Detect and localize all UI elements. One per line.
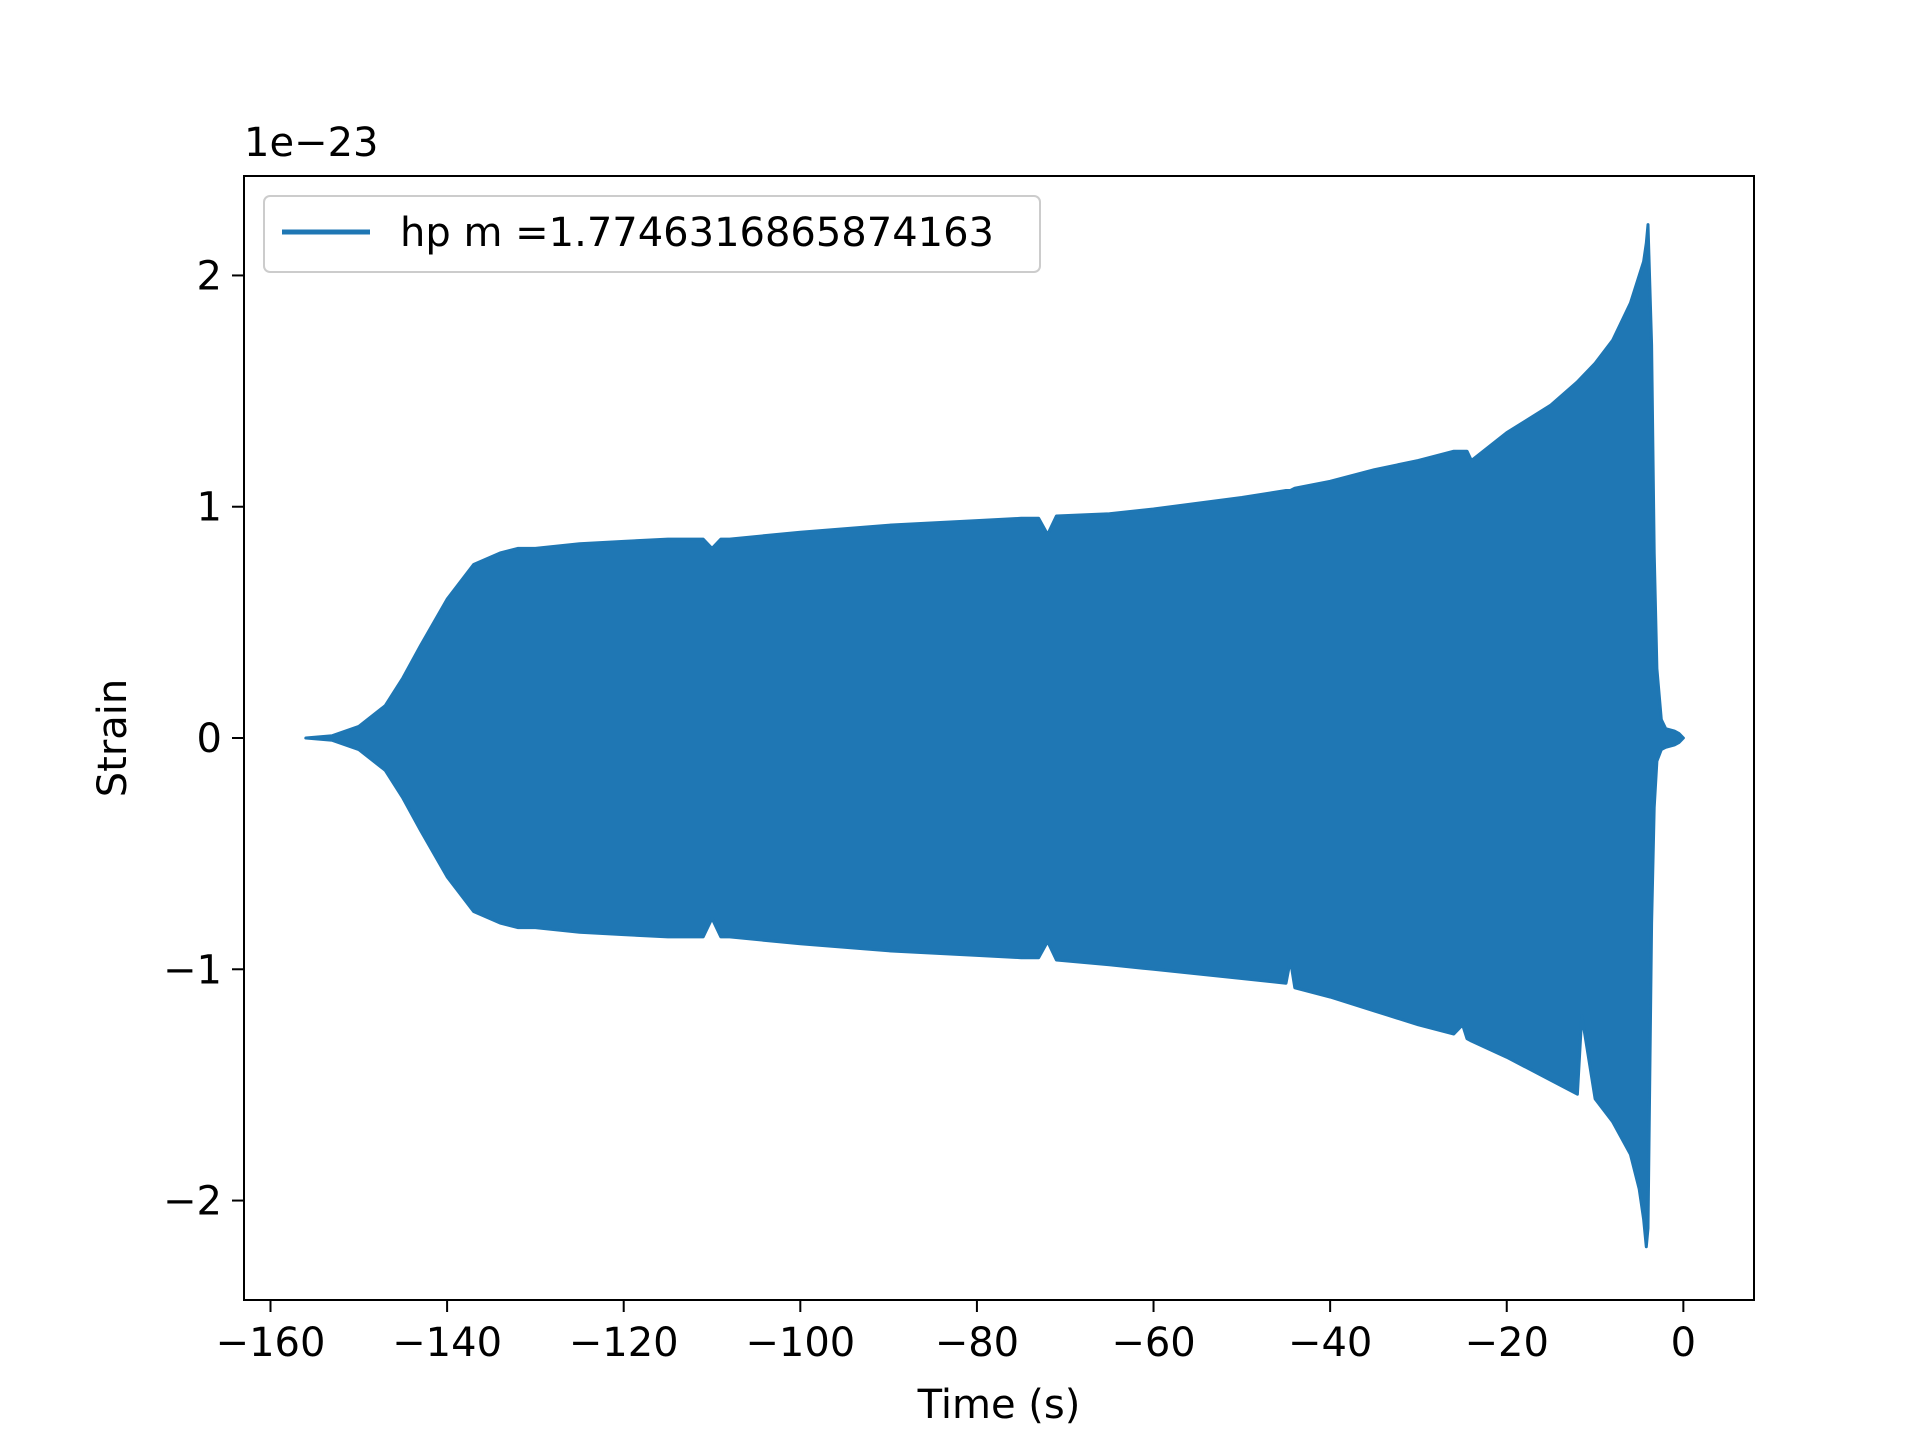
legend: hp m =1.7746316865874163 — [263, 195, 1041, 273]
axes: −160 −140 −120 −100 −80 −60 −40 −20 0 −2 −1 0 1 2 — [163, 175, 1755, 1366]
y-tick-label: −2 — [163, 1179, 222, 1225]
y-tick-label: 1 — [197, 485, 222, 531]
x-tick-label: −40 — [1288, 1320, 1372, 1366]
x-tick-label: −80 — [935, 1320, 1019, 1366]
x-tick-label: −100 — [745, 1320, 855, 1366]
y-axis-label: Strain — [90, 679, 136, 798]
x-tick-label: −60 — [1111, 1320, 1195, 1366]
x-tick-label: −140 — [392, 1320, 502, 1366]
x-axis-label: Time (s) — [917, 1382, 1081, 1428]
x-tick-label: 0 — [1671, 1320, 1696, 1366]
legend-box — [263, 195, 1041, 273]
plot-area — [304, 223, 1685, 1249]
x-tick-label: −120 — [569, 1320, 679, 1366]
y-offset-label: 1e−23 — [244, 120, 378, 166]
series-waveform-0 — [304, 223, 1685, 1249]
x-tick-label: −160 — [216, 1320, 326, 1366]
x-tick-label: −20 — [1465, 1320, 1549, 1366]
y-tick-label: 0 — [197, 716, 222, 762]
y-tick-label: −1 — [163, 947, 222, 993]
legend-entry-label: hp m =1.7746316865874163 — [400, 210, 994, 256]
y-tick-label: 2 — [197, 253, 222, 299]
